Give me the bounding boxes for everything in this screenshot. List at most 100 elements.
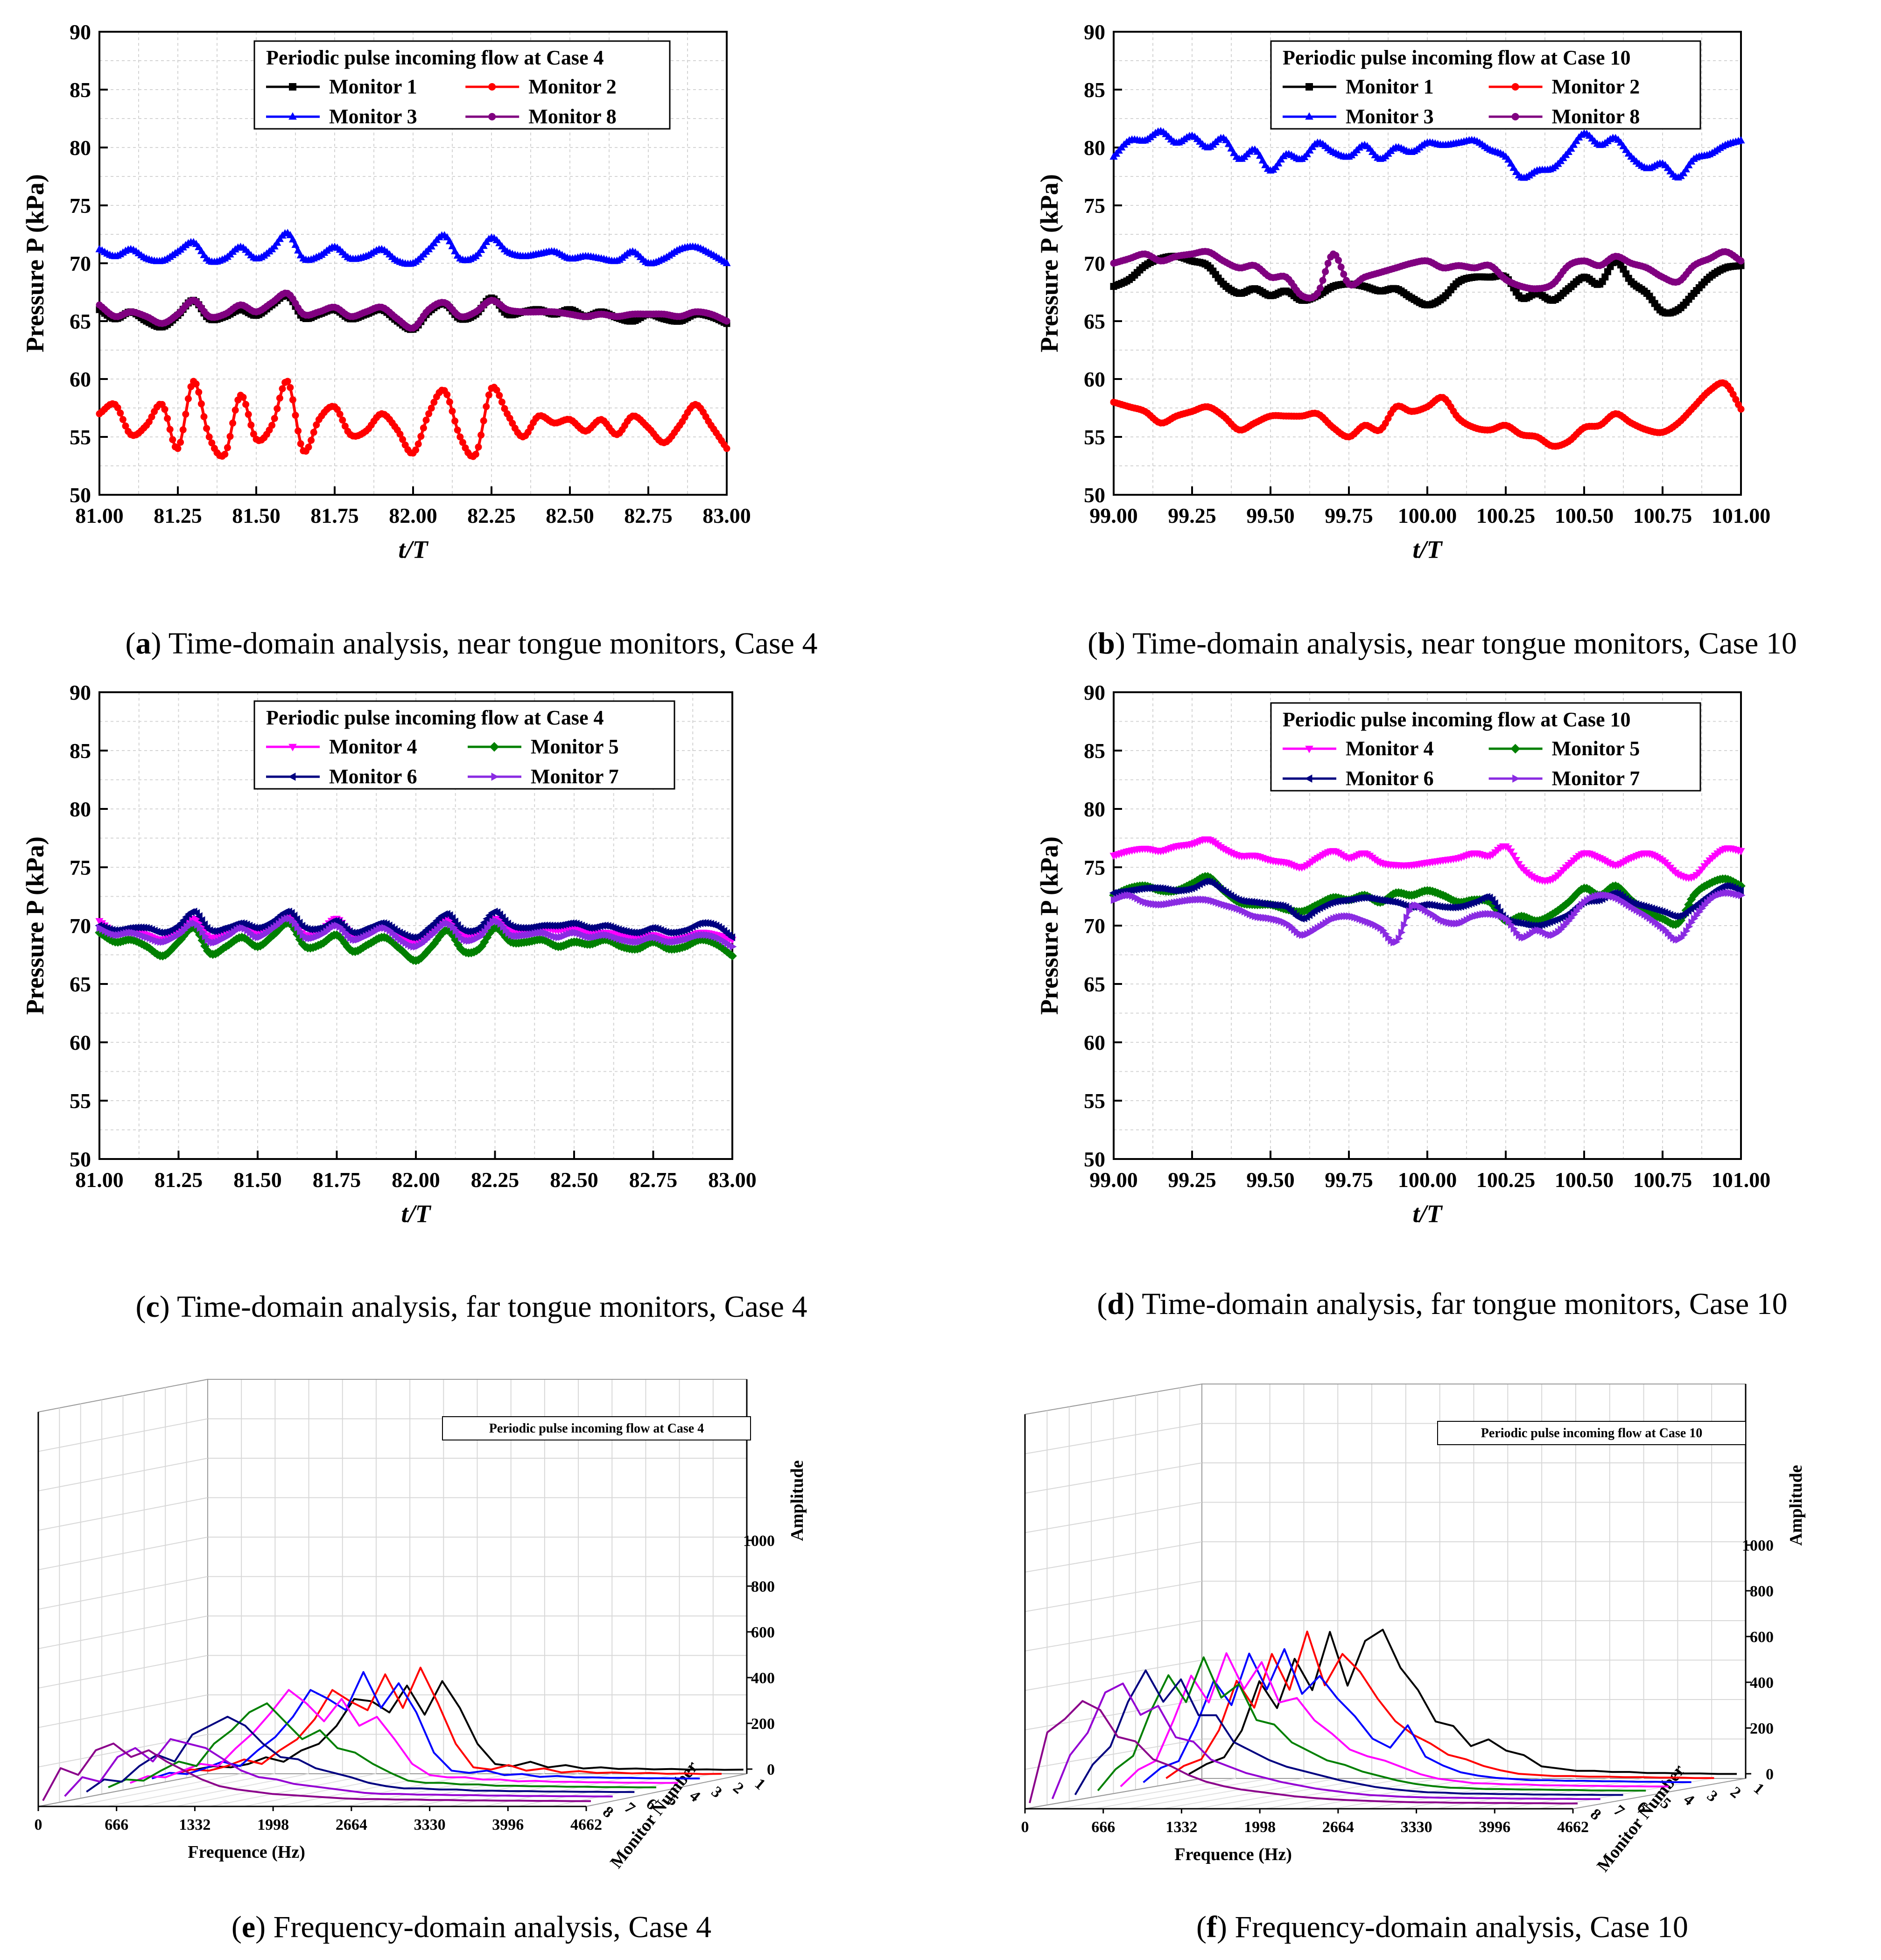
legend-title: Periodic pulse incoming flow at Case 10 bbox=[1283, 46, 1631, 69]
grid-line-floor bbox=[1230, 1778, 1406, 1809]
x-tick-label: 3330 bbox=[1401, 1819, 1432, 1836]
spectrum-line bbox=[1074, 1669, 1623, 1796]
legend-swatch-marker bbox=[288, 112, 297, 120]
x-axis-label: t/T bbox=[1413, 535, 1443, 563]
spectrum-line bbox=[1143, 1648, 1691, 1784]
series-monitor-7 bbox=[96, 914, 737, 951]
legend-entry: Monitor 5 bbox=[531, 735, 619, 758]
y-axis-label: Pressure P (kPa) bbox=[1035, 174, 1063, 352]
chart-b: 99.00 99.25 99.50 99.75 100.00 100.25 100.50 10… bbox=[1035, 20, 1797, 660]
x-tick-label: 81.50 bbox=[232, 504, 281, 527]
series-markers bbox=[1109, 836, 1745, 885]
caption: (f) Frequency-domain analysis, Case 10 bbox=[1196, 1910, 1688, 1944]
y-tick-label: 85 bbox=[70, 78, 91, 102]
y-tick-label: 70 bbox=[1084, 914, 1105, 938]
x-tick-label: 81.25 bbox=[154, 504, 202, 527]
y-tick-label: 55 bbox=[1084, 425, 1105, 449]
legend: Periodic pulse incoming flow at Case 10 bbox=[1437, 1421, 1746, 1445]
y-tick-label: 50 bbox=[70, 1147, 91, 1171]
spectrum-monitor-6 bbox=[86, 1715, 635, 1793]
x-tick-label: 100.50 bbox=[1555, 1168, 1614, 1192]
caption-open: ( bbox=[1196, 1910, 1207, 1944]
legend-swatch-marker bbox=[288, 744, 297, 752]
series-monitor-8 bbox=[1110, 248, 1745, 302]
x-tick-label: 100.75 bbox=[1633, 504, 1692, 527]
caption: (a) Time-domain analysis, near tongue mo… bbox=[126, 626, 818, 660]
y-tick-label: 85 bbox=[1084, 78, 1105, 102]
legend-swatch-marker bbox=[1510, 744, 1520, 754]
grid-line-floor bbox=[175, 1773, 343, 1807]
y-tick-label: 85 bbox=[70, 739, 91, 763]
spectrum-line bbox=[195, 1680, 744, 1771]
grid-line-floor bbox=[209, 1773, 377, 1807]
caption-text: ) Frequency-domain analysis, Case 4 bbox=[255, 1910, 711, 1944]
legend-box bbox=[253, 40, 671, 130]
grid-line-floor bbox=[140, 1773, 309, 1807]
y-tick-label: 0 bbox=[1766, 1766, 1774, 1783]
y-tick-label: 70 bbox=[70, 252, 91, 275]
legend-swatch-marker bbox=[1305, 774, 1312, 783]
y-tick-label: 1000 bbox=[1742, 1537, 1774, 1554]
chart-f: 0 666 1332 1998 2664 3330 3996 4662 Frequence (H… bbox=[1021, 1383, 1806, 1944]
grid-line-floor bbox=[1298, 1778, 1474, 1809]
legend-box bbox=[442, 1416, 751, 1440]
legend-entry: Monitor 7 bbox=[1552, 767, 1640, 790]
x-tick-label: 0 bbox=[1021, 1819, 1029, 1836]
legend-title: Periodic pulse incoming flow at Case 4 bbox=[266, 46, 604, 69]
legend-swatch-marker bbox=[488, 83, 496, 91]
legend: Periodic pulse incoming flow at Case 10 M… bbox=[1270, 702, 1701, 792]
y-tick-label: 85 bbox=[1084, 739, 1105, 763]
series-markers bbox=[96, 289, 730, 332]
y-axis-label: Pressure P (kPa) bbox=[1035, 836, 1063, 1015]
grid-line-floor bbox=[312, 1773, 477, 1807]
series-monitor-2 bbox=[1110, 379, 1745, 450]
z-tick-label: 8 bbox=[1587, 1805, 1604, 1824]
legend-box bbox=[253, 700, 675, 790]
z-tick-label: 3 bbox=[1704, 1787, 1721, 1805]
chart-e: 0 666 1332 1998 2664 3330 3996 4662 Frequence (H… bbox=[35, 1378, 807, 1944]
legend-entry: Monitor 5 bbox=[1552, 737, 1640, 760]
x-axis-label: t/T bbox=[401, 1200, 432, 1228]
legend-entry: Monitor 2 bbox=[1552, 75, 1640, 98]
x-tick-label: 100.50 bbox=[1555, 504, 1614, 527]
legend-title: Periodic pulse incoming flow at Case 10 bbox=[1481, 1426, 1702, 1440]
legend-swatch-marker bbox=[1511, 83, 1519, 91]
x-tick-label: 99.00 bbox=[1089, 504, 1138, 527]
x-tick-label: 3996 bbox=[492, 1816, 524, 1834]
x-tick-label: 99.25 bbox=[1168, 504, 1216, 527]
legend-swatch-marker bbox=[491, 773, 499, 781]
spectrum-line bbox=[64, 1738, 613, 1798]
legend: Periodic pulse incoming flow at Case 4 Mo… bbox=[253, 40, 671, 130]
caption-letter: c bbox=[146, 1290, 160, 1324]
y-tick-label: 400 bbox=[751, 1670, 775, 1687]
x-tick-label: 81.00 bbox=[75, 504, 124, 527]
spectrum-monitor-8 bbox=[42, 1742, 591, 1802]
y-tick-label: 90 bbox=[1084, 681, 1105, 704]
z-axis-label: Monitor Number bbox=[606, 1757, 702, 1872]
series-monitor-4 bbox=[1109, 836, 1745, 885]
x-tick-label: 1998 bbox=[1244, 1819, 1276, 1836]
y-tick-label: 70 bbox=[70, 914, 91, 938]
x-tick-label: 82.00 bbox=[389, 504, 437, 527]
spectrum-monitor-3 bbox=[1143, 1648, 1691, 1784]
caption-letter: d bbox=[1107, 1287, 1124, 1321]
y-tick-label: 400 bbox=[1750, 1674, 1774, 1692]
series-markers bbox=[95, 919, 737, 965]
x-tick-label: 99.50 bbox=[1246, 1168, 1295, 1192]
grid-line-floor bbox=[244, 1773, 410, 1807]
spectrum-monitor-3 bbox=[151, 1671, 700, 1780]
y-tick-label: 55 bbox=[70, 1089, 91, 1113]
y-tick-label: 55 bbox=[1084, 1089, 1105, 1113]
y-tick-label: 0 bbox=[767, 1761, 775, 1778]
caption-open: ( bbox=[136, 1290, 146, 1324]
x-tick-label: 0 bbox=[35, 1816, 42, 1834]
x-tick-label: 100.25 bbox=[1476, 1168, 1536, 1192]
spectrum-line bbox=[108, 1702, 656, 1789]
caption: (c) Time-domain analysis, far tongue mon… bbox=[136, 1290, 807, 1324]
legend-swatch-marker bbox=[1305, 112, 1313, 120]
legend-swatch-marker bbox=[488, 113, 496, 120]
grid-line-floor bbox=[106, 1773, 275, 1807]
spectrum-line bbox=[1188, 1629, 1737, 1775]
y-tick-label: 200 bbox=[1750, 1720, 1774, 1737]
grid-line-floor bbox=[1162, 1778, 1338, 1809]
